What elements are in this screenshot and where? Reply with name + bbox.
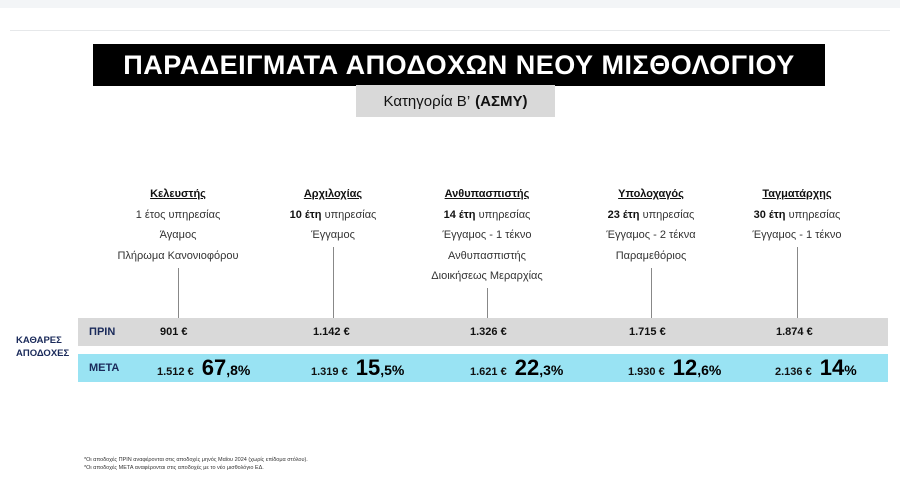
before-value: 1.715 €	[629, 326, 666, 338]
connector-line	[797, 247, 798, 318]
profile-archilochias: Αρχιλοχίας 10 έτη υπηρεσίας Έγγαμος	[248, 184, 418, 246]
extra-detail: Πλήρωμα Κανονιοφόρου	[117, 249, 239, 262]
subtitle-prefix: Κατηγορία Β’	[383, 92, 471, 110]
profile-keleustis: Κελευστής 1 έτος υπηρεσίας Άγαμος Πλήρωμ…	[93, 184, 263, 266]
increase-percent: 15,5%	[355, 355, 405, 380]
connector-line	[333, 247, 334, 318]
after-cell: 1.319 € 15,5%	[311, 355, 404, 381]
after-value: 1.512 €	[157, 366, 194, 378]
page-title-text: ΠΑΡΑΔΕΙΓΜΑΤΑ ΑΠΟΔΟΧΩΝ ΝΕΟΥ ΜΙΣΘΟΛΟΓΙΟΥ	[123, 49, 795, 80]
profile-ypolochagos: Υπολοχαγός 23 έτη υπηρεσίας Έγγαμος - 2 …	[566, 184, 736, 266]
family-status: Έγγαμος - 2 τέκνα	[606, 229, 696, 241]
increase-percent: 67,8%	[201, 355, 251, 380]
increase-percent: 22,3%	[514, 355, 564, 380]
after-cell: 2.136 € 14%	[775, 355, 857, 381]
increase-percent: 14%	[819, 355, 857, 380]
after-cell: 1.621 € 22,3%	[470, 355, 563, 381]
family-status: Έγγαμος - 1 τέκνο	[442, 229, 532, 241]
after-value: 1.930 €	[628, 366, 665, 378]
category-subtitle: Κατηγορία Β’ (ΑΣΜΥ)	[356, 85, 555, 117]
before-value: 901 €	[160, 326, 188, 338]
service-years: 10 έτη υπηρεσίας	[289, 208, 377, 221]
profile-anthypaspistis: Ανθυπασπιστής 14 έτη υπηρεσίας Έγγαμος -…	[402, 184, 572, 287]
before-value: 1.326 €	[470, 326, 507, 338]
increase-percent: 12,6%	[672, 355, 722, 380]
service-years: 1 έτος υπηρεσίας	[135, 208, 221, 221]
page-title: ΠΑΡΑΔΕΙΓΜΑΤΑ ΑΠΟΔΟΧΩΝ ΝΕΟΥ ΜΙΣΘΟΛΟΓΙΟΥ	[93, 44, 825, 86]
subtitle-code: (ΑΣΜΥ)	[475, 92, 528, 110]
row-before: ΠΡΙΝ 901 € 1.142 € 1.326 € 1.715 € 1.874…	[78, 318, 888, 346]
footnote: *Οι αποδοχές ΠΡΙΝ αναφέρονται στις αποδο…	[84, 457, 308, 463]
after-value: 1.621 €	[470, 366, 507, 378]
extra-detail: Ανθυπασπιστής	[448, 249, 526, 262]
net-pay-label: ΚΑΘΑΡΕΣ ΑΠΟΔΟΧΕΣ	[16, 335, 70, 359]
after-cell: 1.930 € 12,6%	[628, 355, 721, 381]
rank-title: Κελευστής	[150, 188, 206, 200]
row-before-label: ΠΡΙΝ	[89, 326, 116, 338]
family-status: Άγαμος	[159, 229, 197, 241]
after-value: 1.319 €	[311, 366, 348, 378]
connector-line	[178, 268, 179, 318]
service-years: 14 έτη υπηρεσίας	[443, 208, 531, 221]
rank-title: Ανθυπασπιστής	[444, 188, 530, 200]
row-after: ΜΕΤΑ 1.512 € 67,8% 1.319 € 15,5% 1.621 €…	[78, 354, 888, 382]
profile-tagmatarchis: Ταγματάρχης 30 έτη υπηρεσίας Έγγαμος - 1…	[712, 184, 882, 246]
row-after-label: ΜΕΤΑ	[89, 362, 120, 374]
family-status: Έγγαμος - 1 τέκνο	[752, 229, 842, 241]
rank-title: Υπολοχαγός	[618, 188, 684, 200]
service-years: 30 έτη υπηρεσίας	[753, 208, 841, 221]
before-value: 1.142 €	[313, 326, 350, 338]
extra-detail: Παραμεθόριος	[615, 249, 687, 262]
connector-line	[651, 268, 652, 318]
top-divider	[10, 30, 890, 31]
rank-title: Αρχιλοχίας	[303, 188, 363, 200]
after-cell: 1.512 € 67,8%	[157, 355, 250, 381]
after-value: 2.136 €	[775, 366, 812, 378]
footnote: *Οι αποδοχές ΜΕΤΑ αναφέρονται στις αποδο…	[84, 465, 264, 471]
connector-line	[487, 288, 488, 318]
family-status: Έγγαμος	[311, 229, 355, 241]
service-years: 23 έτη υπηρεσίας	[607, 208, 695, 221]
extra-detail-2: Διοικήσεως Μεραρχίας	[431, 270, 543, 282]
rank-title: Ταγματάρχης	[762, 188, 832, 200]
top-band	[0, 0, 900, 8]
before-value: 1.874 €	[776, 326, 813, 338]
